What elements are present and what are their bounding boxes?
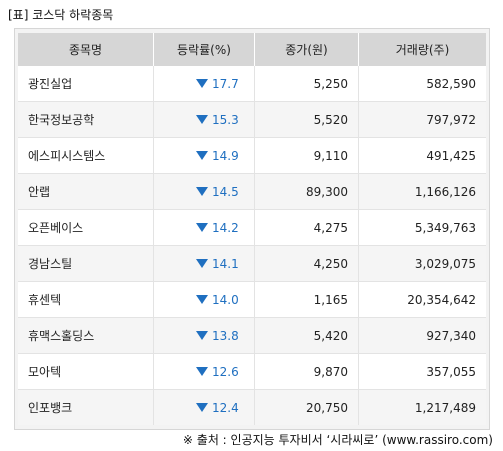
down-triangle-icon bbox=[196, 366, 208, 376]
close-price-cell: 4,250 bbox=[255, 246, 359, 282]
header-volume: 거래량(주) bbox=[359, 33, 486, 66]
change-rate-value: 14.2 bbox=[212, 220, 239, 235]
change-rate-wrap: 14.2 bbox=[164, 221, 239, 235]
down-triangle-icon bbox=[196, 150, 208, 160]
header-change-rate: 등락률(%) bbox=[154, 33, 255, 66]
table-row: 에스피시스템스 14.9 9,110 491,425 bbox=[18, 138, 486, 174]
volume-cell: 1,166,126 bbox=[359, 174, 486, 210]
close-price-cell: 89,300 bbox=[255, 174, 359, 210]
change-rate-wrap: 14.5 bbox=[164, 185, 239, 199]
stock-name-cell: 광진실업 bbox=[18, 66, 154, 102]
change-rate-wrap: 14.9 bbox=[164, 149, 239, 163]
stock-name-cell: 안랩 bbox=[18, 174, 154, 210]
close-price-cell: 20,750 bbox=[255, 390, 359, 425]
change-rate-cell: 14.1 bbox=[154, 246, 255, 282]
down-triangle-icon bbox=[196, 402, 208, 412]
change-rate-cell: 14.2 bbox=[154, 210, 255, 246]
header-stock-name: 종목명 bbox=[18, 33, 154, 66]
close-price-cell: 1,165 bbox=[255, 282, 359, 318]
change-rate-wrap: 15.3 bbox=[164, 113, 239, 127]
close-price-cell: 5,420 bbox=[255, 318, 359, 354]
down-triangle-icon bbox=[196, 78, 208, 88]
stock-name-cell: 한국정보공학 bbox=[18, 102, 154, 138]
change-rate-wrap: 14.1 bbox=[164, 257, 239, 271]
volume-cell: 20,354,642 bbox=[359, 282, 486, 318]
change-rate-wrap: 12.6 bbox=[164, 365, 239, 379]
change-rate-value: 14.9 bbox=[212, 148, 239, 163]
change-rate-value: 13.8 bbox=[212, 328, 239, 343]
change-rate-value: 12.6 bbox=[212, 364, 239, 379]
change-rate-cell: 13.8 bbox=[154, 318, 255, 354]
volume-cell: 357,055 bbox=[359, 354, 486, 390]
change-rate-value: 14.5 bbox=[212, 184, 239, 199]
table-row: 모아텍 12.6 9,870 357,055 bbox=[18, 354, 486, 390]
page-title: [표] 코스닥 하락종목 bbox=[8, 8, 114, 22]
change-rate-cell: 15.3 bbox=[154, 102, 255, 138]
down-triangle-icon bbox=[196, 330, 208, 340]
down-triangle-icon bbox=[196, 258, 208, 268]
volume-cell: 5,349,763 bbox=[359, 210, 486, 246]
change-rate-cell: 12.4 bbox=[154, 390, 255, 425]
table-row: 경남스틸 14.1 4,250 3,029,075 bbox=[18, 246, 486, 282]
volume-cell: 3,029,075 bbox=[359, 246, 486, 282]
header-close-price: 종가(원) bbox=[255, 33, 359, 66]
close-price-cell: 5,250 bbox=[255, 66, 359, 102]
stock-name-cell: 인포뱅크 bbox=[18, 390, 154, 425]
change-rate-cell: 14.5 bbox=[154, 174, 255, 210]
volume-cell: 797,972 bbox=[359, 102, 486, 138]
volume-cell: 927,340 bbox=[359, 318, 486, 354]
declining-stocks-table: 종목명 등락률(%) 종가(원) 거래량(주) 광진실업 17.7 5,250 582… bbox=[18, 33, 486, 425]
table-row: 휴센텍 14.0 1,165 20,354,642 bbox=[18, 282, 486, 318]
change-rate-value: 17.7 bbox=[212, 76, 239, 91]
change-rate-wrap: 14.0 bbox=[164, 293, 239, 307]
source-note: ※ 출처 : 인공지능 투자비서 ‘시라씨로’ (www.rassiro.com… bbox=[182, 433, 493, 447]
down-triangle-icon bbox=[196, 294, 208, 304]
stock-name-cell: 모아텍 bbox=[18, 354, 154, 390]
down-triangle-icon bbox=[196, 186, 208, 196]
volume-cell: 491,425 bbox=[359, 138, 486, 174]
table-row: 한국정보공학 15.3 5,520 797,972 bbox=[18, 102, 486, 138]
change-rate-cell: 14.9 bbox=[154, 138, 255, 174]
close-price-cell: 4,275 bbox=[255, 210, 359, 246]
change-rate-cell: 14.0 bbox=[154, 282, 255, 318]
table-header-row: 종목명 등락률(%) 종가(원) 거래량(주) bbox=[18, 33, 486, 66]
table-row: 광진실업 17.7 5,250 582,590 bbox=[18, 66, 486, 102]
change-rate-cell: 12.6 bbox=[154, 354, 255, 390]
change-rate-value: 14.1 bbox=[212, 256, 239, 271]
down-triangle-icon bbox=[196, 114, 208, 124]
table-row: 안랩 14.5 89,300 1,166,126 bbox=[18, 174, 486, 210]
volume-cell: 1,217,489 bbox=[359, 390, 486, 425]
close-price-cell: 9,870 bbox=[255, 354, 359, 390]
stock-name-cell: 휴맥스홀딩스 bbox=[18, 318, 154, 354]
change-rate-cell: 17.7 bbox=[154, 66, 255, 102]
change-rate-value: 14.0 bbox=[212, 292, 239, 307]
stock-name-cell: 휴센텍 bbox=[18, 282, 154, 318]
change-rate-wrap: 12.4 bbox=[164, 401, 239, 415]
change-rate-wrap: 17.7 bbox=[164, 77, 239, 91]
stock-name-cell: 에스피시스템스 bbox=[18, 138, 154, 174]
stock-name-cell: 오픈베이스 bbox=[18, 210, 154, 246]
close-price-cell: 5,520 bbox=[255, 102, 359, 138]
change-rate-wrap: 13.8 bbox=[164, 329, 239, 343]
table-row: 오픈베이스 14.2 4,275 5,349,763 bbox=[18, 210, 486, 246]
down-triangle-icon bbox=[196, 222, 208, 232]
stock-name-cell: 경남스틸 bbox=[18, 246, 154, 282]
volume-cell: 582,590 bbox=[359, 66, 486, 102]
close-price-cell: 9,110 bbox=[255, 138, 359, 174]
table-row: 휴맥스홀딩스 13.8 5,420 927,340 bbox=[18, 318, 486, 354]
change-rate-value: 12.4 bbox=[212, 400, 239, 415]
table-row: 인포뱅크 12.4 20,750 1,217,489 bbox=[18, 390, 486, 425]
change-rate-value: 15.3 bbox=[212, 112, 239, 127]
